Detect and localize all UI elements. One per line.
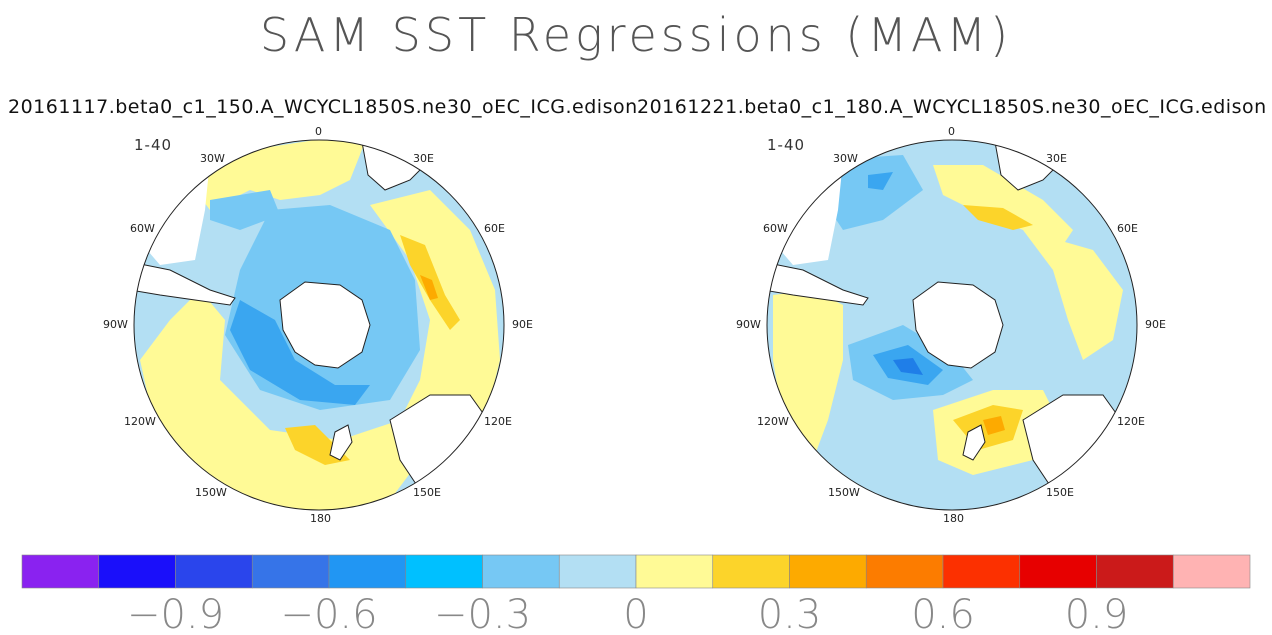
right-panel-subtitle: 20161221.beta0_c1_180.A_WCYCL1850S.ne30_… <box>637 96 1267 118</box>
left-lon-90w: 90W <box>103 318 128 331</box>
left-lon-0: 0 <box>315 125 322 138</box>
left-lon-150w: 150W <box>195 486 227 499</box>
right-neg-region-atlantic <box>823 155 923 230</box>
left-lon-60w: 60W <box>130 222 155 235</box>
right-neg-core-atlantic <box>868 172 893 190</box>
left-range-label: 1-40 <box>134 136 172 154</box>
left-lon-90e: 90E <box>512 318 533 331</box>
colorbar-swatch <box>328 554 407 589</box>
colorbar-swatch <box>1019 554 1097 589</box>
colorbar-tick-label: 0.9 <box>1065 592 1129 635</box>
right-neg-deep-pacific <box>893 358 923 375</box>
left-lon-30e: 30E <box>413 152 434 165</box>
colorbar-tick-label: −0.3 <box>434 592 531 635</box>
colorbar-swatch <box>942 554 1021 589</box>
colorbar-tick-label: 0 <box>623 592 648 635</box>
right-orange-streak <box>963 205 1033 230</box>
right-pos-region-1 <box>933 165 1073 245</box>
left-new-zealand <box>329 424 353 461</box>
colorbar-swatch <box>98 554 176 589</box>
right-lon-180: 180 <box>943 512 964 525</box>
colorbar-swatch <box>1096 554 1174 589</box>
left-map-boundary <box>133 139 505 511</box>
left-lon-30w: 30W <box>200 152 225 165</box>
left-panel-subtitle: 20161117.beta0_c1_150.A_WCYCL1850S.ne30_… <box>8 96 638 118</box>
left-neg-region-3 <box>230 300 370 405</box>
right-lon-90w: 90W <box>736 318 761 331</box>
right-lon-90e: 90E <box>1145 318 1166 331</box>
colorbar-swatch <box>558 554 637 589</box>
colorbar-swatch <box>865 554 944 589</box>
left-pos-region-indian <box>370 190 500 450</box>
left-lon-180: 180 <box>310 512 331 525</box>
left-lon-150e: 150E <box>413 486 441 499</box>
right-lon-30e: 30E <box>1046 152 1067 165</box>
left-antarctica <box>279 281 371 369</box>
right-lon-150w: 150W <box>828 486 860 499</box>
figure-title: SAM SST Regressions (MAM) <box>259 8 1013 62</box>
right-lon-0: 0 <box>948 125 955 138</box>
colorbar-swatch <box>251 554 330 589</box>
right-lon-120e: 120E <box>1117 415 1145 428</box>
colorbar: −0.9 −0.6 −0.3 0 0.3 0.6 0.9 <box>21 554 1251 635</box>
colorbar-swatch <box>1172 554 1251 589</box>
right-new-zealand <box>962 424 986 461</box>
colorbar-swatch <box>21 554 100 589</box>
left-neg-region-2 <box>210 190 280 230</box>
colorbar-swatch <box>635 554 714 589</box>
right-map-boundary <box>766 139 1138 511</box>
right-lon-120w: 120W <box>757 415 789 428</box>
left-lon-60e: 60E <box>484 222 505 235</box>
colorbar-swatch <box>405 554 483 589</box>
right-pos-region-4 <box>1023 230 1123 360</box>
right-lon-30w: 30W <box>833 152 858 165</box>
left-orange-core <box>420 275 438 300</box>
right-south-america <box>767 259 869 306</box>
colorbar-tick-label: 0.6 <box>911 592 975 635</box>
left-lon-120w: 120W <box>124 415 156 428</box>
colorbar-tick-label: −0.9 <box>127 592 224 635</box>
right-range-label: 1-40 <box>767 136 805 154</box>
colorbar-swatch <box>789 554 867 589</box>
right-lon-150e: 150E <box>1046 486 1074 499</box>
left-south-america <box>134 259 236 306</box>
right-antarctica <box>912 281 1004 369</box>
left-pos-region-pacific <box>140 290 420 510</box>
colorbar-swatch <box>712 554 790 589</box>
colorbar-swatch <box>175 554 253 589</box>
right-polar-map: 1-40 0 30E 60E 90E 120E 150E 180 150W 12… <box>736 125 1166 525</box>
colorbar-tick-label: −0.6 <box>280 592 377 635</box>
left-lon-120e: 120E <box>484 415 512 428</box>
colorbar-tick-label: 0.3 <box>758 592 822 635</box>
right-lon-60w: 60W <box>763 222 788 235</box>
left-polar-map: 1-40 0 30E 60E 90E 120E 150E 180 150W 12… <box>103 125 533 525</box>
right-orange-core <box>983 416 1005 435</box>
colorbar-swatch <box>482 554 560 589</box>
right-lon-60e: 60E <box>1117 222 1138 235</box>
